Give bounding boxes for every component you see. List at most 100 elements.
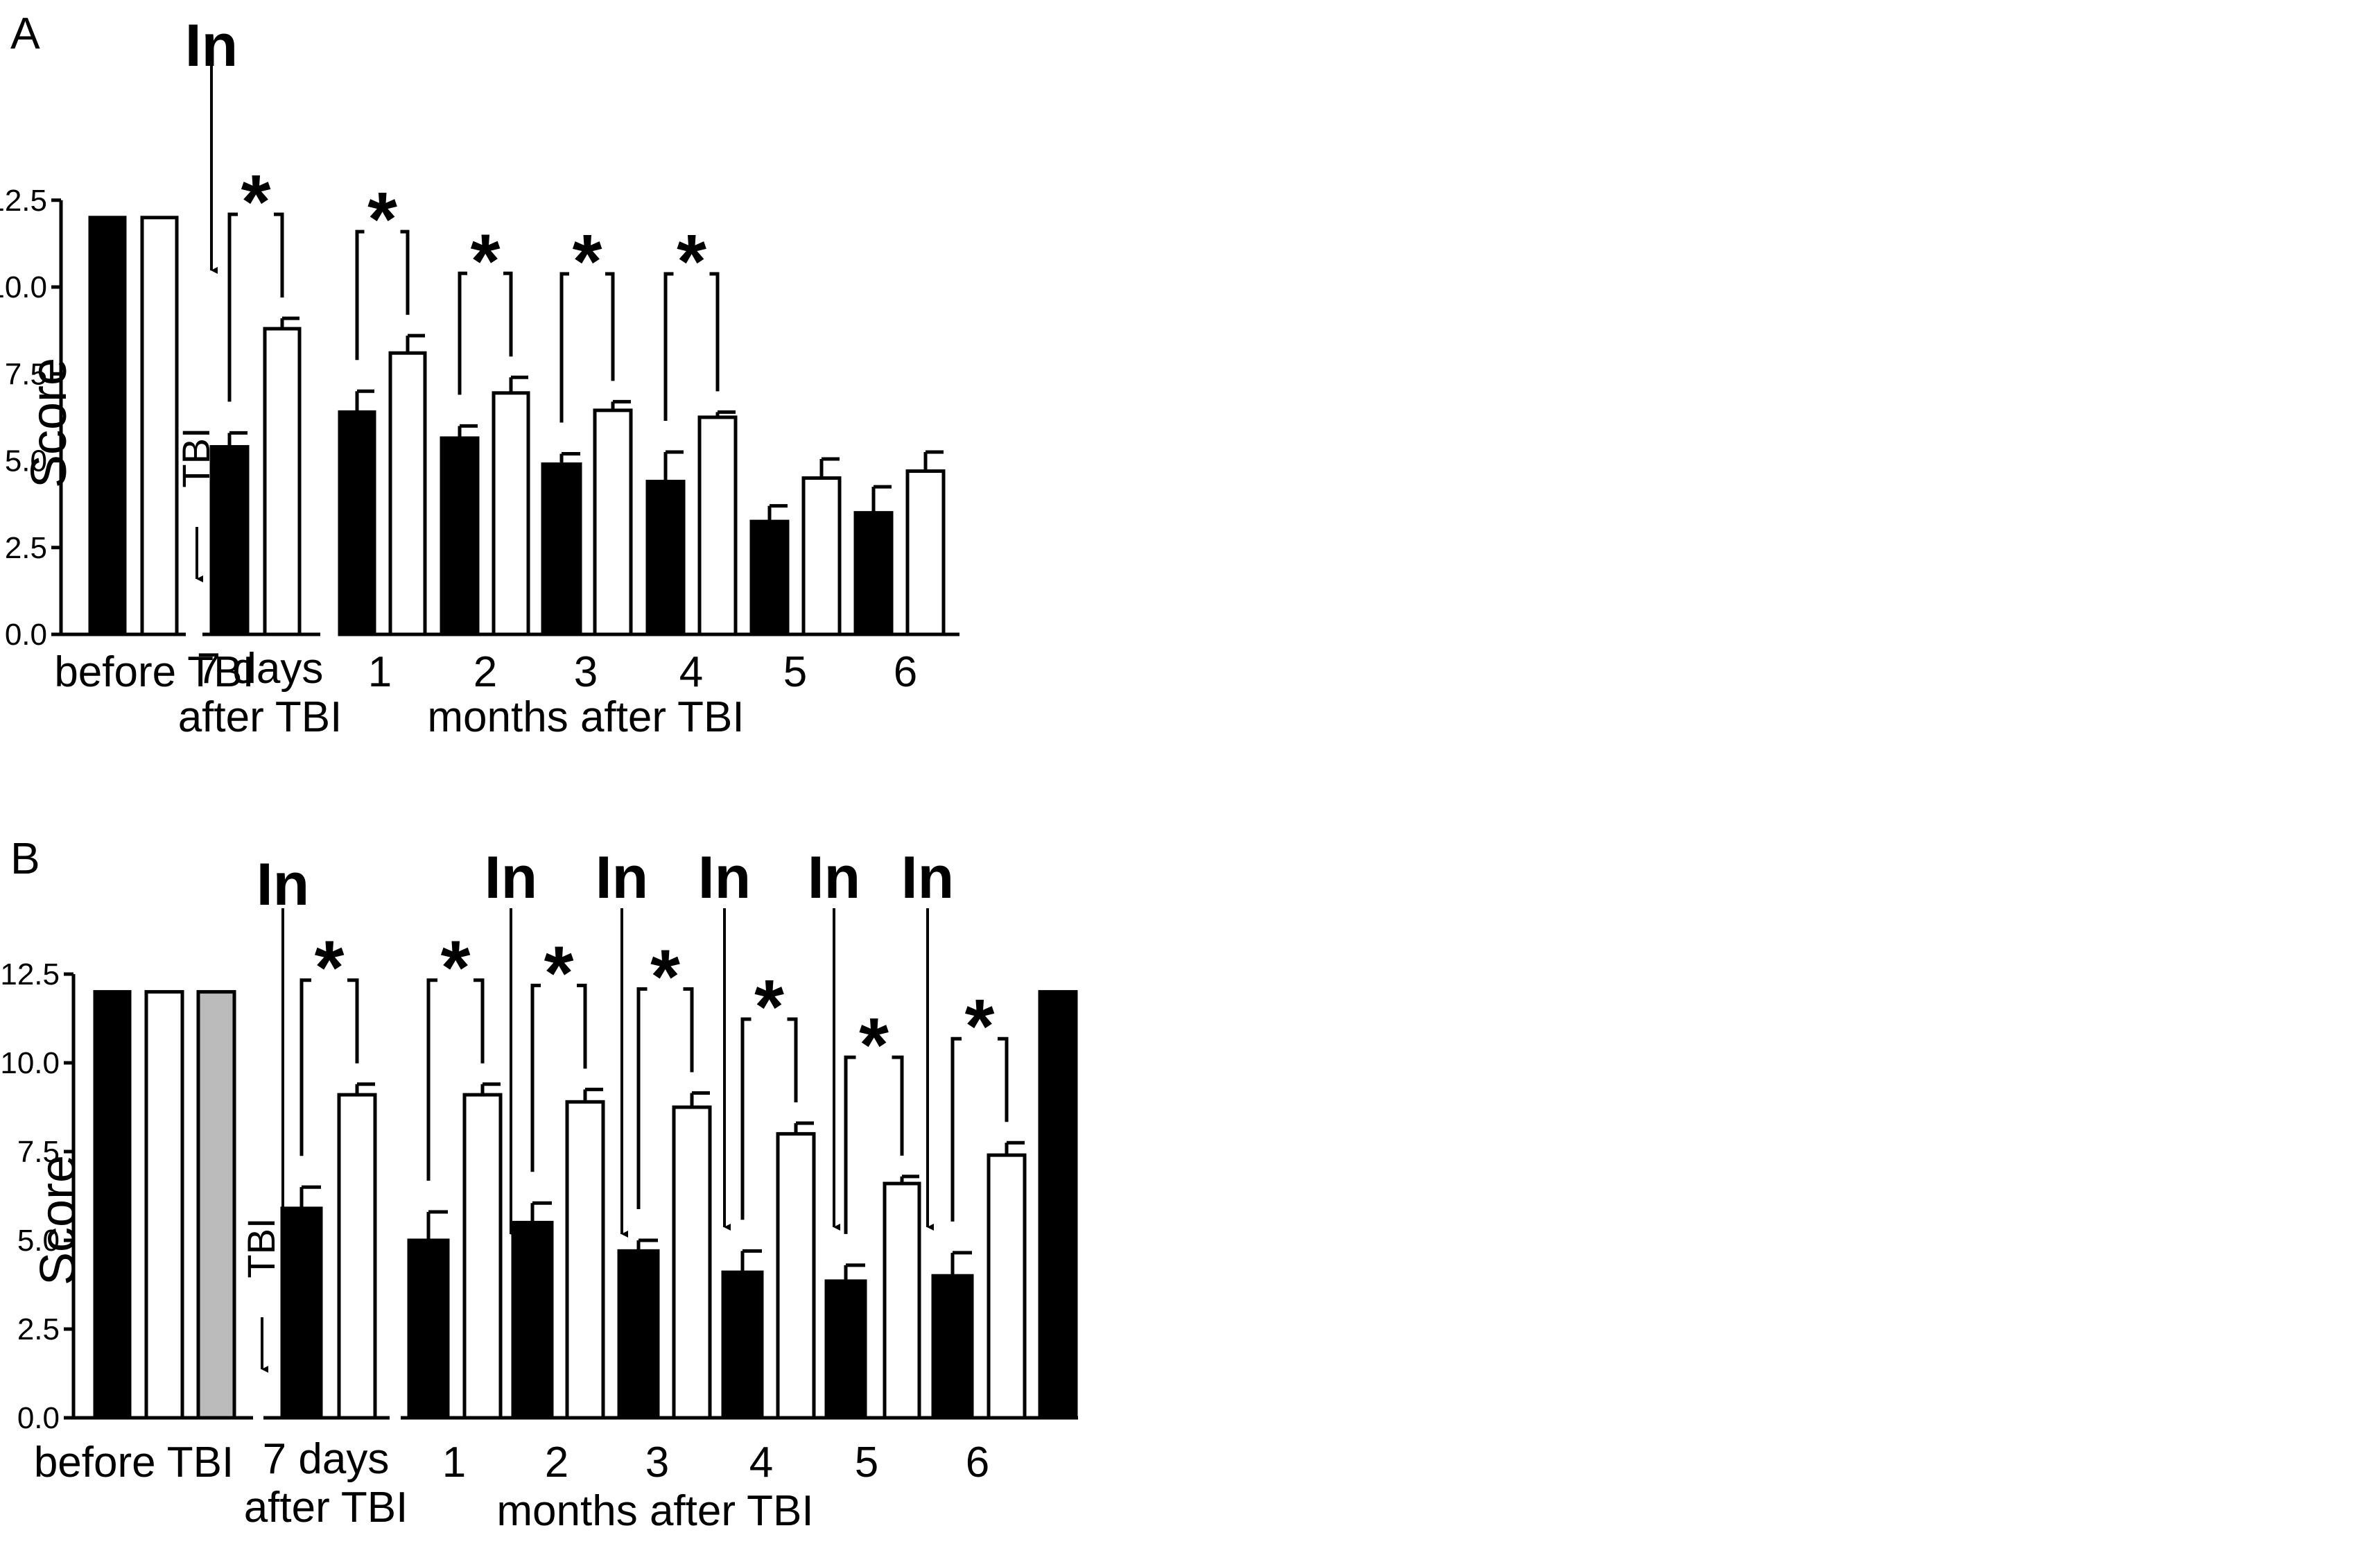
in-label: In xyxy=(485,844,537,911)
bar xyxy=(93,990,132,1420)
sig-asterisk: * xyxy=(677,219,706,304)
y-tick-label: 5.0 xyxy=(5,444,47,478)
y-axis-label: Score xyxy=(21,358,77,488)
category-label-line: after TBI xyxy=(178,693,342,741)
category-label: before TBI xyxy=(34,1439,234,1486)
bar xyxy=(931,1274,974,1420)
sig-bracket-right xyxy=(400,229,410,315)
sig-bracket-left xyxy=(740,1017,752,1220)
category-label: 6 xyxy=(894,648,917,696)
bar xyxy=(721,1270,764,1420)
in-label: In xyxy=(698,844,751,911)
y-tick-label: 12.5 xyxy=(0,957,60,991)
panel-b-chart: B 0.0 2.5 5.0 7.5 10.0 12.5 Score * * * * * * * before … xyxy=(0,833,1078,1535)
category-label: 4 xyxy=(679,648,703,696)
category-label-line: 7 days xyxy=(263,1435,390,1483)
bar xyxy=(88,216,127,636)
sig-asterisk: * xyxy=(471,218,501,304)
sig-bracket-left xyxy=(844,1055,856,1234)
category-label: 3 xyxy=(645,1439,669,1486)
panel-letter: A xyxy=(10,8,40,58)
y-tick-label: 2.5 xyxy=(5,531,47,565)
bar xyxy=(824,1279,867,1420)
in-label: In xyxy=(596,844,648,911)
category-label-line: 7 days xyxy=(197,645,324,693)
sig-asterisk: * xyxy=(441,926,471,1011)
category-label: before TBI xyxy=(54,648,254,696)
sig-bracket-left xyxy=(426,978,437,1181)
sig-bracket-right xyxy=(787,1017,798,1103)
y-tick-label: 12.5 xyxy=(0,184,47,218)
sig-asterisk: * xyxy=(315,926,345,1011)
category-label: 7 days after TBI xyxy=(178,645,342,741)
y-tick-label: 7.5 xyxy=(5,357,47,391)
tbi-label: TBI xyxy=(174,427,218,487)
in-label: In xyxy=(257,851,309,918)
sig-bracket-right xyxy=(474,978,485,1064)
category-label: 7 days after TBI xyxy=(244,1435,408,1532)
in-label: In xyxy=(901,844,954,911)
category-label: 2 xyxy=(474,648,497,696)
category-label: 1 xyxy=(368,648,392,696)
bar xyxy=(388,351,427,636)
sig-bracket-left xyxy=(530,983,541,1172)
y-tick-label: 0.0 xyxy=(5,618,47,652)
panel-letter: B xyxy=(10,833,40,883)
sig-asterisk: * xyxy=(573,219,602,304)
category-label: 3 xyxy=(574,648,598,696)
sig-bracket-left xyxy=(355,229,365,361)
y-tick-label: 10.0 xyxy=(0,1046,60,1080)
sig-asterisk: * xyxy=(650,935,680,1020)
bar xyxy=(776,1131,816,1420)
sig-bracket-right xyxy=(709,272,720,392)
x-axis-label: months after TBI xyxy=(427,693,744,741)
bar xyxy=(645,480,686,636)
sig-bracket-right xyxy=(683,987,694,1073)
bar xyxy=(144,990,184,1420)
category-label: 1 xyxy=(442,1439,466,1486)
sig-asterisk: * xyxy=(367,177,397,262)
sig-bracket-left xyxy=(458,271,467,395)
bar xyxy=(672,1105,712,1420)
category-label: 5 xyxy=(855,1439,878,1486)
bar xyxy=(987,1153,1027,1420)
bar xyxy=(883,1181,921,1420)
sig-bracket-left xyxy=(636,987,648,1209)
sig-asterisk: * xyxy=(965,984,995,1069)
bar xyxy=(462,1093,503,1420)
bar xyxy=(407,1238,450,1420)
sig-bracket-left xyxy=(663,272,674,421)
bar xyxy=(338,410,376,636)
category-label: 4 xyxy=(749,1439,773,1486)
sig-bracket-left xyxy=(559,272,569,423)
y-tick-label: 5.0 xyxy=(17,1224,60,1258)
sig-bracket-right xyxy=(503,271,513,357)
sig-asterisk: * xyxy=(754,964,784,1050)
category-label: 2 xyxy=(545,1439,568,1486)
bar xyxy=(593,408,633,636)
sig-bracket-right xyxy=(998,1036,1009,1122)
y-tick-label: 0.0 xyxy=(17,1401,60,1435)
sig-asterisk: * xyxy=(241,159,271,245)
bar xyxy=(196,990,236,1420)
panel-a-chart: A 0.0 2.5 5.0 7.5 10.0 12.5 Score * * * * * before TB… xyxy=(0,8,959,741)
y-tick-label: 10.0 xyxy=(0,270,47,304)
y-tick-label: 2.5 xyxy=(17,1312,60,1346)
bar xyxy=(337,1093,377,1420)
bar xyxy=(492,391,530,636)
sig-bracket-right xyxy=(347,978,359,1064)
category-label-line: after TBI xyxy=(244,1484,408,1532)
category-label: 5 xyxy=(783,648,807,696)
bar xyxy=(853,511,894,636)
sig-bracket-left xyxy=(299,978,311,1156)
tbi-label: TBI xyxy=(239,1217,283,1278)
bar xyxy=(440,436,480,636)
bar xyxy=(263,327,302,636)
bar xyxy=(565,1100,605,1420)
bar xyxy=(905,469,946,636)
in-label: In xyxy=(808,844,860,911)
bar xyxy=(801,476,842,636)
bar xyxy=(749,519,790,636)
bar xyxy=(209,444,250,636)
